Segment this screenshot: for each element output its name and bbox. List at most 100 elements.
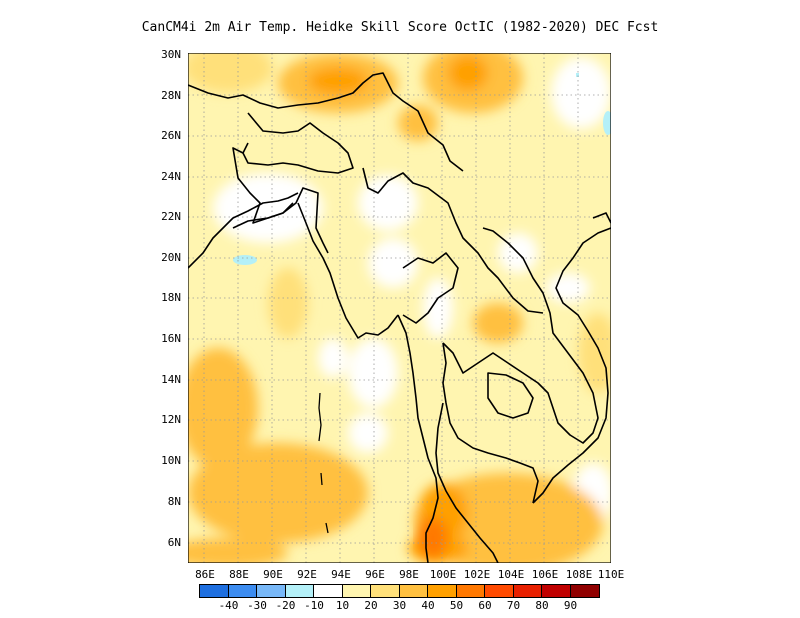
hainan-coast bbox=[592, 212, 611, 224]
region-skill-40-50 bbox=[448, 55, 488, 91]
lat-label-16n: 16N bbox=[161, 332, 181, 345]
map-title: CanCM4i 2m Air Temp. Heidke Skill Score … bbox=[141, 20, 659, 35]
vietnam-coast bbox=[532, 227, 611, 504]
lat-label-14n: 14N bbox=[161, 373, 181, 386]
region-skill-negative bbox=[603, 111, 611, 135]
colorbar-tick-label: 40 bbox=[421, 599, 435, 612]
colorbar-swatch bbox=[485, 585, 514, 597]
region-skill-20-30 bbox=[578, 313, 611, 393]
malay-peninsula-east-coast bbox=[435, 402, 499, 563]
colorbar-tick-label: 80 bbox=[535, 599, 549, 612]
andaman-islands bbox=[318, 392, 322, 442]
lat-label-20n: 20N bbox=[161, 251, 181, 264]
lat-label-28n: 28N bbox=[161, 89, 181, 102]
colorbar-swatch bbox=[428, 585, 457, 597]
thailand-north-border bbox=[402, 252, 459, 324]
northern-border bbox=[188, 72, 464, 172]
region-skill-30-40 bbox=[188, 443, 368, 543]
lon-label-90e: 90E bbox=[263, 568, 283, 581]
gulf-of-thailand-coast bbox=[442, 342, 539, 504]
lat-label-8n: 8N bbox=[167, 495, 181, 508]
lat-label-26n: 26N bbox=[161, 129, 181, 142]
skill-score-shading bbox=[188, 53, 611, 563]
colorbar-tick-label: 70 bbox=[506, 599, 521, 612]
region-skill-negative bbox=[576, 73, 579, 77]
colorbar-tick-label: 60 bbox=[478, 599, 492, 612]
region-skill-30-40 bbox=[188, 348, 258, 468]
lon-label-96e: 96E bbox=[365, 568, 385, 581]
tenasserim-coast bbox=[397, 314, 439, 563]
region-low-skill bbox=[368, 238, 418, 288]
colorbar-tick-label: 30 bbox=[392, 599, 407, 612]
coastlines-and-borders bbox=[188, 72, 611, 563]
lon-label-110e: 110E bbox=[597, 568, 625, 581]
colorbar-swatch bbox=[342, 585, 371, 597]
colorbar-tick-label: 50 bbox=[449, 599, 464, 612]
colorbar-swatch bbox=[285, 585, 314, 597]
colorbar-tick-label: 90 bbox=[563, 599, 578, 612]
region-low-skill bbox=[213, 173, 323, 243]
region-low-skill bbox=[423, 278, 453, 338]
lon-label-94e: 94E bbox=[331, 568, 351, 581]
region-low-skill bbox=[551, 57, 611, 129]
indochina-borders bbox=[442, 227, 599, 444]
lon-label-104e: 104E bbox=[497, 568, 525, 581]
northeast-india-border bbox=[242, 112, 354, 174]
colorbar-swatch bbox=[542, 585, 571, 597]
ganges-delta-coast bbox=[232, 202, 294, 229]
lat-label-30n: 30N bbox=[161, 48, 181, 61]
cambodia-border bbox=[487, 372, 534, 419]
map-canvas bbox=[188, 53, 611, 563]
lon-label-102e: 102E bbox=[463, 568, 491, 581]
graticule bbox=[188, 53, 611, 563]
lat-label-24n: 24N bbox=[161, 170, 181, 183]
region-low-skill bbox=[348, 338, 398, 408]
map-panel bbox=[188, 53, 611, 563]
lon-label-100e: 100E bbox=[429, 568, 457, 581]
colorbar-swatch bbox=[200, 585, 229, 597]
region-skill-50-60 bbox=[419, 518, 447, 558]
region-skill-negative bbox=[233, 255, 257, 265]
lat-label-12n: 12N bbox=[161, 413, 181, 426]
colorbar-tick-label: -40 bbox=[218, 599, 239, 612]
colorbar-swatch bbox=[314, 585, 343, 597]
lat-label-10n: 10N bbox=[161, 454, 181, 467]
colorbar-tick-label: 20 bbox=[364, 599, 378, 612]
lat-label-6n: 6N bbox=[167, 536, 181, 549]
myanmar-west-coast bbox=[297, 202, 399, 339]
nicobar-islands bbox=[320, 472, 323, 486]
region-low-skill bbox=[318, 338, 348, 378]
lon-label-98e: 98E bbox=[399, 568, 419, 581]
colorbar-tick-label: -10 bbox=[304, 599, 324, 612]
region-skill-20-30 bbox=[188, 53, 273, 93]
andaman-nicobar-islands bbox=[318, 392, 329, 534]
colorbar-tick-label: -30 bbox=[247, 599, 267, 612]
colorbar-swatch bbox=[570, 585, 599, 597]
region-skill-30-40 bbox=[473, 303, 523, 343]
colorbar bbox=[199, 584, 600, 598]
lon-label-86e: 86E bbox=[195, 568, 215, 581]
colorbar-swatch bbox=[399, 585, 428, 597]
high-skill-core bbox=[419, 518, 447, 558]
colorbar-tick-label: -20 bbox=[275, 599, 296, 612]
lon-label-106e: 106E bbox=[531, 568, 559, 581]
lat-label-22n: 22N bbox=[161, 210, 181, 223]
lon-label-92e: 92E bbox=[297, 568, 317, 581]
colorbar-swatch bbox=[513, 585, 542, 597]
region-skill-20-30 bbox=[268, 268, 308, 338]
lat-label-18n: 18N bbox=[161, 291, 181, 304]
india-east-coast bbox=[188, 192, 299, 269]
colorbar-swatch bbox=[228, 585, 257, 597]
lon-label-108e: 108E bbox=[565, 568, 593, 581]
region-skill-40-50 bbox=[308, 67, 368, 95]
colorbar-swatch bbox=[371, 585, 400, 597]
lon-label-88e: 88E bbox=[229, 568, 249, 581]
region-low-skill bbox=[546, 273, 590, 303]
region-low-skill bbox=[348, 413, 388, 453]
region-skill-30-40 bbox=[188, 538, 288, 563]
colorbar-swatch bbox=[257, 585, 286, 597]
colorbar-swatch bbox=[456, 585, 485, 597]
myanmar-thailand-laos-border bbox=[362, 167, 544, 314]
colorbar-tick-label: 10 bbox=[335, 599, 350, 612]
nicobar-islands bbox=[325, 522, 329, 534]
